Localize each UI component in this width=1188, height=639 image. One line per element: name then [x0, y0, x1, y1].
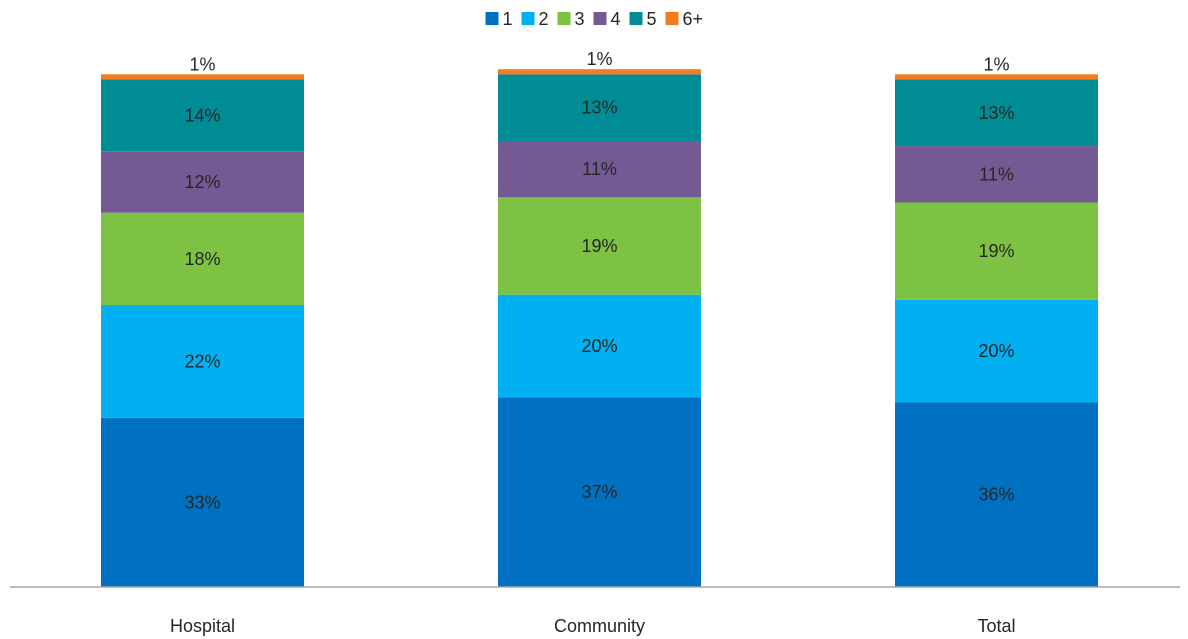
category-label-hospital: Hospital: [170, 616, 235, 636]
bar-segment-hospital-5: [101, 79, 304, 152]
legend-item-3: 3: [557, 9, 585, 29]
legend-swatch: [593, 12, 607, 25]
legend-item-2: 2: [521, 9, 549, 29]
data-label-community-3: 19%: [581, 236, 617, 256]
data-label-total-5: 13%: [978, 103, 1014, 123]
data-label-hospital-6plus: 1%: [189, 54, 215, 74]
data-label-total-1: 36%: [978, 485, 1014, 505]
bar-segment-total-6plus: [895, 74, 1098, 80]
data-label-community-6plus: 1%: [586, 49, 612, 69]
bar-segment-hospital-4: [101, 151, 304, 213]
legend-label: 1: [503, 9, 513, 29]
legend: 1 2 3 4 5 6+: [485, 9, 704, 29]
data-label-hospital-3: 18%: [184, 249, 220, 269]
bar-segment-community-5: [498, 74, 701, 141]
bar-segment-community-3: [498, 197, 701, 295]
legend-swatch: [521, 12, 535, 25]
data-label-total-3: 19%: [978, 241, 1014, 261]
bars: [101, 69, 1098, 587]
legend-swatch: [557, 12, 571, 25]
legend-label: 3: [575, 9, 585, 29]
legend-item-1: 1: [485, 9, 513, 29]
legend-item-5: 5: [629, 9, 657, 29]
legend-item-6plus: 6+: [665, 9, 704, 29]
data-label-hospital-2: 22%: [184, 351, 220, 371]
category-label-community: Community: [554, 616, 645, 636]
bar-segment-community-4: [498, 140, 701, 198]
bar-segment-total-1: [895, 402, 1098, 587]
legend-swatch: [629, 12, 643, 25]
bar-segment-hospital-1: [101, 417, 304, 587]
legend-swatch: [485, 12, 499, 25]
bar-segment-community-1: [498, 397, 701, 587]
bar-segment-hospital-2: [101, 305, 304, 418]
bar-segment-total-3: [895, 202, 1098, 300]
data-label-community-5: 13%: [581, 98, 617, 118]
bar-segment-hospital-6plus: [101, 74, 304, 80]
bar-segment-hospital-3: [101, 212, 304, 306]
data-label-community-2: 20%: [581, 336, 617, 356]
data-labels: 33% 22% 18% 12% 14% 1% 37% 20% 19% 11% 13% 1% 36% 20%…: [184, 49, 1014, 512]
bar-segment-community-2: [498, 294, 701, 398]
bar-segment-community-6plus: [498, 69, 701, 75]
data-label-hospital-5: 14%: [184, 105, 220, 125]
data-label-total-6plus: 1%: [983, 54, 1009, 74]
legend-label: 6+: [683, 9, 704, 29]
bar-segment-total-2: [895, 299, 1098, 403]
category-label-total: Total: [977, 616, 1015, 636]
legend-item-4: 4: [593, 9, 621, 29]
legend-swatch: [665, 12, 679, 25]
bar-segment-total-5: [895, 79, 1098, 147]
legend-label: 4: [611, 9, 621, 29]
bar-segment-total-4: [895, 146, 1098, 203]
category-labels: Hospital Community Total: [170, 616, 1016, 636]
legend-label: 5: [647, 9, 657, 29]
data-label-hospital-1: 33%: [184, 492, 220, 512]
data-label-total-4: 11%: [979, 164, 1014, 184]
data-label-hospital-4: 12%: [184, 172, 220, 192]
legend-label: 2: [539, 9, 549, 29]
data-label-community-1: 37%: [581, 482, 617, 502]
data-label-total-2: 20%: [978, 341, 1014, 361]
data-label-community-4: 11%: [582, 159, 617, 179]
